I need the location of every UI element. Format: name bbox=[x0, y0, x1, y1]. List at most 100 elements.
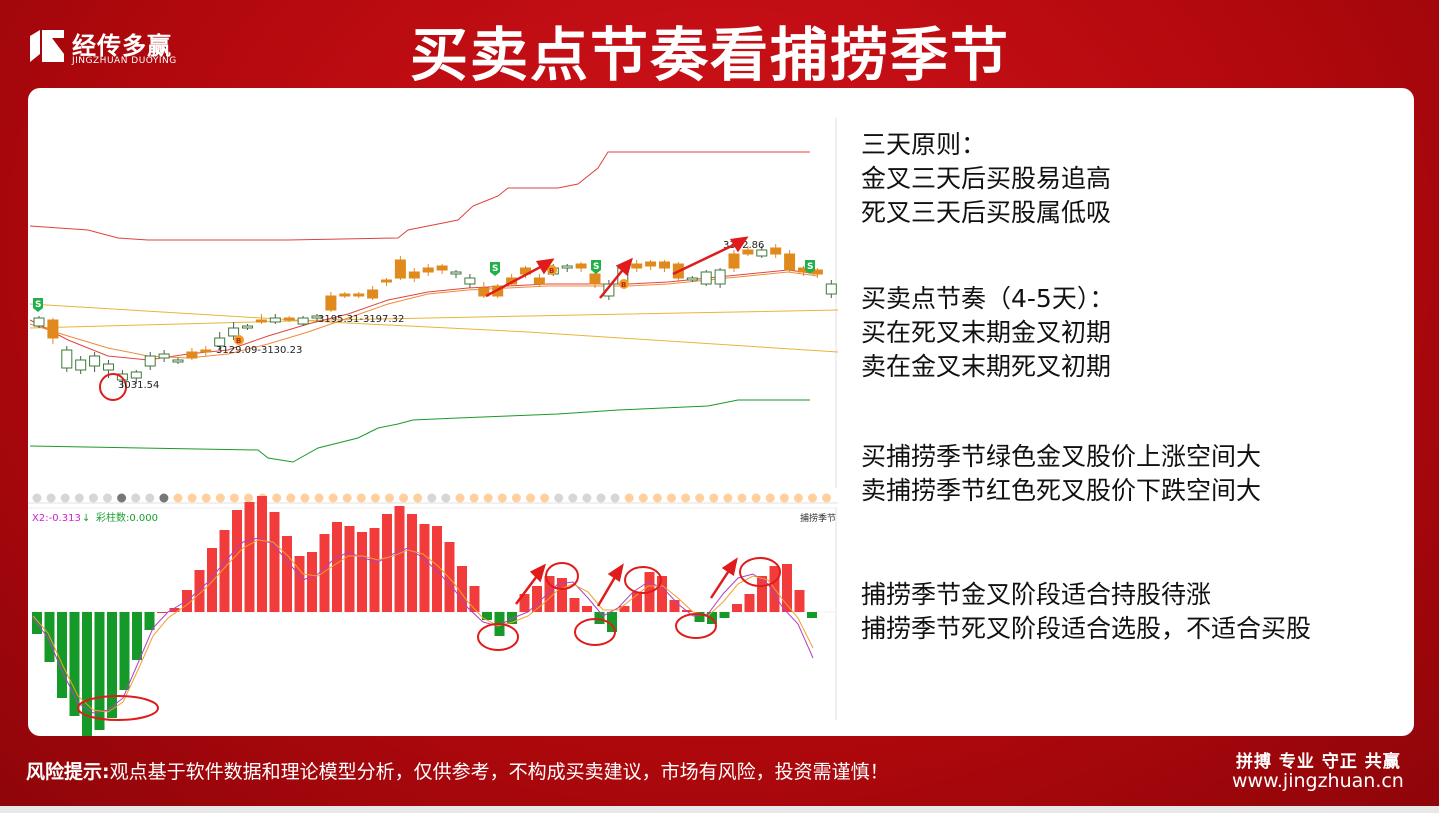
candle-body bbox=[269, 317, 281, 323]
indicator-bar-red bbox=[357, 532, 367, 612]
indicator-bar-red bbox=[544, 576, 555, 612]
period-dot bbox=[286, 493, 296, 503]
period-dot bbox=[638, 493, 648, 503]
period-dot bbox=[624, 493, 634, 503]
note-three-day-title: 三天原则： bbox=[861, 130, 987, 159]
period-dot bbox=[215, 493, 225, 503]
indicator-bar-red bbox=[207, 548, 217, 612]
period-dot bbox=[370, 493, 380, 503]
candle-body bbox=[700, 271, 712, 285]
candle-body bbox=[659, 261, 670, 269]
note-group-color: 买捕捞季节绿色金叉股价上涨空间大 卖捕捞季节红色死叉股价下跌空间大 bbox=[861, 440, 1261, 508]
indicator-bar-green bbox=[594, 612, 605, 624]
candle-body bbox=[297, 317, 309, 325]
buy-signal-icon bbox=[234, 335, 244, 345]
indicator-bar-red bbox=[632, 592, 642, 612]
candle-body bbox=[742, 249, 754, 255]
note-three-day-2: 死叉三天后买股属低吸 bbox=[861, 198, 1112, 227]
note-rhythm-title: 买卖点节奏（4-5天）： bbox=[861, 284, 1115, 313]
indicator-bar-red bbox=[344, 526, 355, 612]
period-dot bbox=[610, 493, 620, 503]
indicator-bar-red bbox=[194, 570, 205, 612]
note-group-three-day: 三天原则： 金叉三天后买股易追高 死叉三天后买股属低吸 bbox=[861, 128, 1111, 230]
period-dot bbox=[793, 493, 803, 503]
period-dot bbox=[723, 493, 733, 503]
indicator-bar-red bbox=[657, 576, 667, 612]
period-dot bbox=[159, 493, 169, 503]
indicator-bar-red bbox=[744, 594, 755, 612]
candlestick-series bbox=[33, 244, 837, 388]
candle-body bbox=[394, 259, 406, 279]
period-dot bbox=[342, 493, 352, 503]
indicator-bar-red bbox=[532, 586, 542, 612]
period-dot bbox=[244, 493, 253, 503]
period-dot bbox=[328, 493, 338, 503]
indicator-bar-red bbox=[307, 552, 317, 612]
period-dot bbox=[385, 493, 394, 503]
indicator-bar-red bbox=[732, 604, 742, 612]
period-dot bbox=[540, 493, 550, 503]
price-label-range2: 3195.31-3197.32 bbox=[318, 314, 404, 325]
indicator-bar-red bbox=[457, 566, 467, 612]
brand-name-cn: 经传多赢 bbox=[72, 32, 172, 60]
indicator-bar-red bbox=[257, 496, 267, 612]
indicator-bar-red bbox=[582, 606, 592, 612]
period-dot bbox=[652, 493, 662, 503]
candle-body bbox=[381, 279, 392, 283]
period-dot bbox=[187, 493, 197, 503]
candle-body bbox=[325, 295, 337, 311]
risk-label: 风险提示: bbox=[26, 761, 110, 783]
candle-body bbox=[103, 363, 114, 371]
period-dot bbox=[314, 493, 324, 503]
lower-band-line bbox=[29, 399, 810, 463]
period-dot bbox=[60, 493, 70, 503]
candle-body bbox=[242, 325, 253, 329]
period-dot bbox=[88, 493, 98, 503]
risk-notice: 风险提示:观点基于软件数据和理论模型分析，仅供参考，不构成买卖建议，市场有风险，… bbox=[26, 757, 889, 784]
period-dot bbox=[145, 493, 155, 503]
sell-signal-icon bbox=[490, 262, 500, 276]
candle-body bbox=[714, 269, 726, 285]
candle-body bbox=[367, 289, 379, 299]
note-rhythm-2: 卖在金叉末期死叉初期 bbox=[861, 352, 1112, 381]
ellipse-dip-3 bbox=[675, 613, 717, 639]
period-dot bbox=[117, 493, 127, 503]
bottom-strip bbox=[0, 806, 1439, 813]
indicator-bar-green bbox=[482, 612, 492, 620]
page-title: 买卖点节奏看捕捞季节 bbox=[409, 21, 1010, 89]
indicator-bar-red bbox=[157, 612, 167, 613]
indicator-bar-red bbox=[619, 606, 630, 612]
candle-body bbox=[75, 359, 87, 371]
indicator-bar-red bbox=[232, 510, 242, 612]
price-label-low: 3031.54 bbox=[118, 380, 159, 391]
indicator-line-orange bbox=[32, 539, 814, 713]
period-dot bbox=[596, 493, 606, 503]
indicator-bar-red bbox=[569, 598, 580, 612]
candle-body bbox=[228, 327, 240, 337]
candle-body bbox=[422, 267, 434, 273]
indicator-bar-red bbox=[332, 522, 342, 612]
indicator-bar-red bbox=[557, 578, 567, 612]
candle-body bbox=[686, 277, 698, 281]
period-dot bbox=[103, 493, 112, 503]
indicator-bar-red bbox=[282, 536, 292, 612]
buy-signal-letter: B bbox=[621, 281, 626, 289]
candle-body bbox=[464, 277, 476, 285]
indicator-bar-red bbox=[382, 514, 392, 612]
candle-body bbox=[89, 355, 101, 367]
indicator-bar-red bbox=[794, 590, 805, 612]
period-dot bbox=[822, 493, 832, 503]
ellipse-peak-2 bbox=[624, 566, 662, 594]
buy-signal-letter: B bbox=[236, 337, 241, 345]
period-dot bbox=[229, 493, 239, 503]
indicator-bar-red bbox=[419, 524, 430, 612]
candle-body bbox=[756, 249, 768, 257]
brand-name-en: JINGZHUAN DUOYING bbox=[72, 56, 177, 66]
indicator-name: 捕捞季节 bbox=[800, 512, 836, 524]
period-dot bbox=[554, 493, 564, 503]
candle-body bbox=[47, 319, 59, 339]
buy-signal-letter: B bbox=[549, 267, 554, 275]
candle-body bbox=[645, 261, 657, 267]
candle-body bbox=[784, 253, 796, 271]
arrow-head-1 bbox=[535, 258, 555, 275]
